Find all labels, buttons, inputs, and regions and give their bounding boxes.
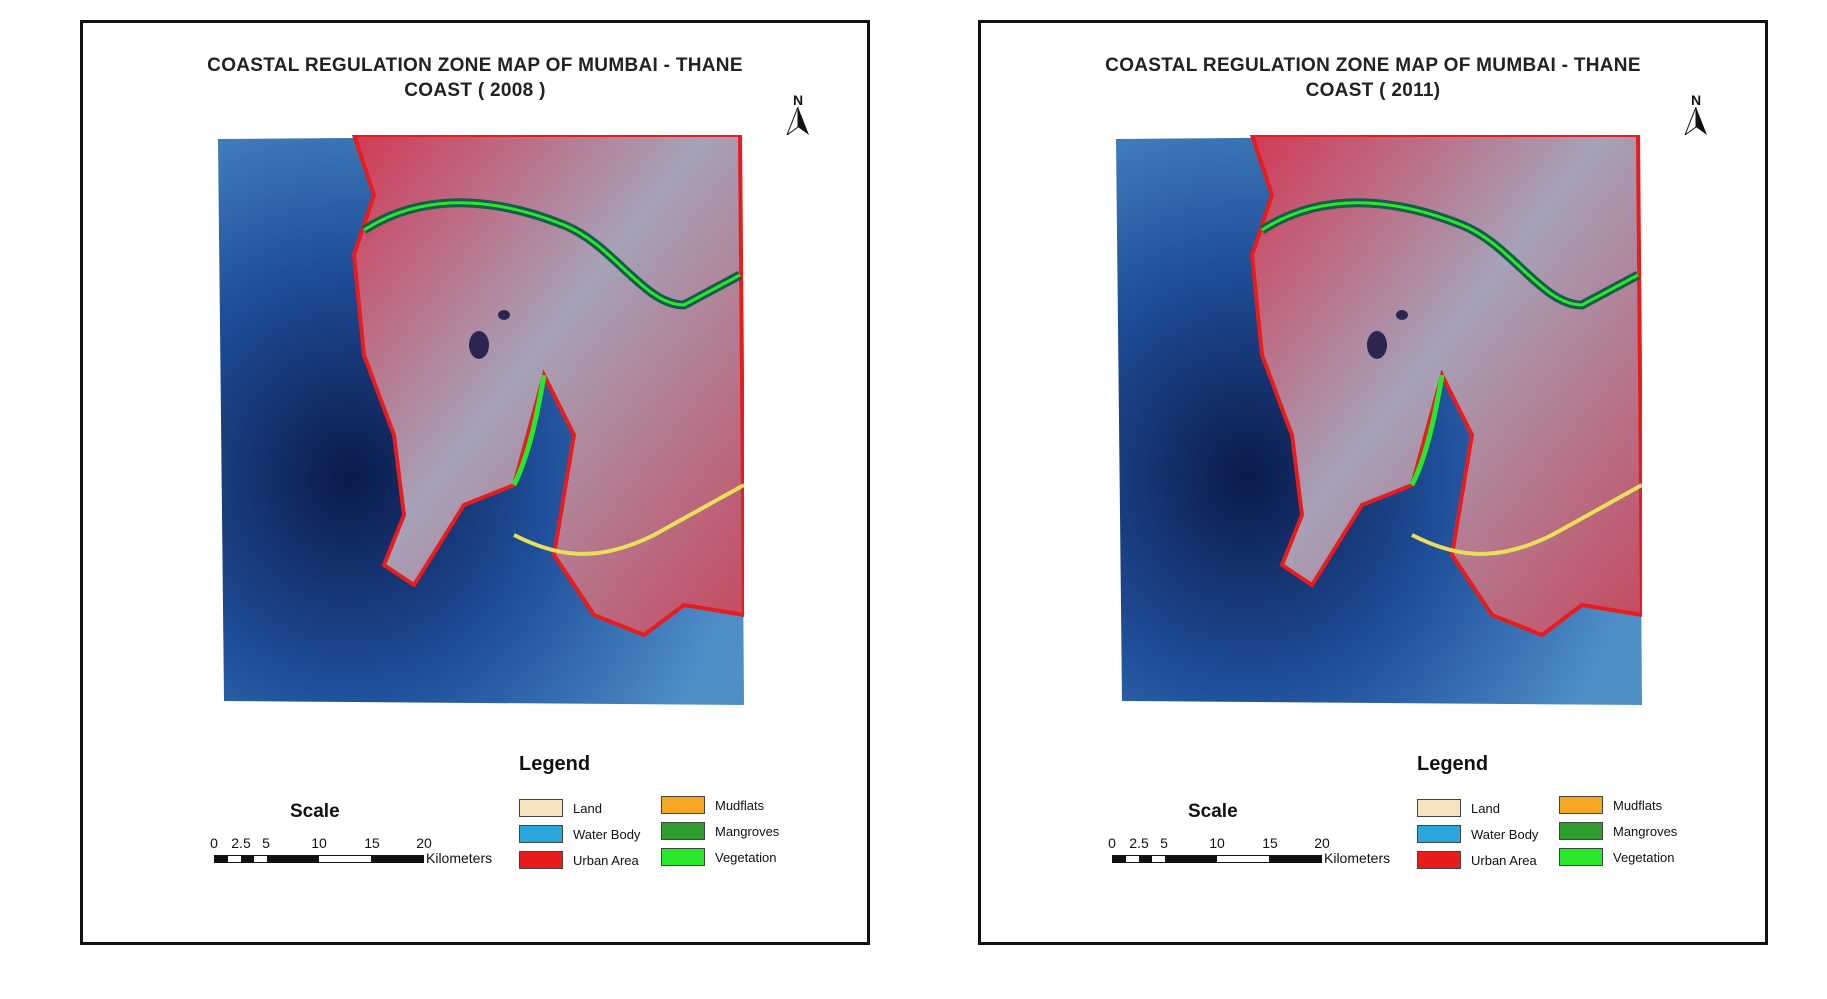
legend-label: Water Body: [1471, 826, 1539, 842]
legend-swatch: [1559, 796, 1603, 814]
scale-tick: 5: [1160, 835, 1168, 851]
satellite-map-image: [218, 135, 744, 705]
scale-tick: 20: [1314, 835, 1330, 851]
legend-label: Vegetation: [715, 849, 777, 865]
map-title: COASTAL REGULATION ZONE MAP OF MUMBAI - …: [83, 53, 867, 103]
legend-label: Land: [1471, 800, 1500, 816]
legend-swatch: [519, 851, 563, 869]
map-panel-2008: COASTAL REGULATION ZONE MAP OF MUMBAI - …: [0, 0, 900, 999]
legend-item-mangroves: Mangroves: [1559, 822, 1677, 840]
legend-swatch: [1559, 848, 1603, 866]
legend-swatch: [1417, 825, 1461, 843]
scale-tick-labels: 0 2.5 5 10 15 20: [208, 835, 448, 851]
map-title-line2: COAST ( 2011): [1305, 80, 1441, 101]
legend-label: Water Body: [573, 826, 641, 842]
scale-tick: 10: [1209, 835, 1225, 851]
scale-unit: Kilometers: [1324, 850, 1391, 866]
legend-title: Legend: [519, 753, 591, 775]
legend-title: Legend: [1417, 753, 1489, 775]
legend-label: Mudflats: [715, 797, 765, 813]
north-label: N: [792, 92, 804, 108]
map-panel-2011: COASTAL REGULATION ZONE MAP OF MUMBAI - …: [898, 0, 1798, 999]
north-label: N: [1690, 92, 1702, 108]
legend-label: Land: [573, 800, 602, 816]
scale-title: Scale: [290, 801, 340, 822]
satellite-map-image: [1116, 135, 1642, 705]
map-frame: COASTAL REGULATION ZONE MAP OF MUMBAI - …: [978, 20, 1768, 945]
legend-label: Mudflats: [1613, 797, 1663, 813]
scale-title: Scale: [1188, 801, 1238, 822]
legend-item-mudflats: Mudflats: [661, 796, 764, 814]
legend-label: Urban Area: [573, 852, 639, 868]
scale-tick: 5: [262, 835, 270, 851]
legend-swatch: [1417, 799, 1461, 817]
scale-tick: 2.5: [231, 835, 251, 851]
scale-unit: Kilometers: [426, 850, 493, 866]
legend-swatch: [1417, 851, 1461, 869]
legend-label: Urban Area: [1471, 852, 1537, 868]
legend-item-vegetation: Vegetation: [661, 848, 776, 866]
scale-tick: 15: [1262, 835, 1278, 851]
legend-swatch: [519, 799, 563, 817]
map-title: COASTAL REGULATION ZONE MAP OF MUMBAI - …: [981, 53, 1765, 103]
legend-item-water-body: Water Body: [1417, 825, 1538, 843]
legend-item-vegetation: Vegetation: [1559, 848, 1674, 866]
legend-swatch: [519, 825, 563, 843]
scale-tick: 0: [210, 835, 218, 851]
legend-swatch: [661, 796, 705, 814]
legend-item-water-body: Water Body: [519, 825, 640, 843]
legend-label: Vegetation: [1613, 849, 1675, 865]
scale-tick: 10: [311, 835, 327, 851]
map-title-line2: COAST ( 2008 ): [404, 80, 546, 101]
scale-tick: 2.5: [1129, 835, 1149, 851]
map-frame: COASTAL REGULATION ZONE MAP OF MUMBAI - …: [80, 20, 870, 945]
legend-item-mudflats: Mudflats: [1559, 796, 1662, 814]
legend-item-land: Land: [1417, 799, 1500, 817]
north-arrow-icon: N: [1681, 93, 1711, 140]
legend-item-mangroves: Mangroves: [661, 822, 779, 840]
legend-swatch: [661, 848, 705, 866]
legend-item-urban-area: Urban Area: [1417, 851, 1537, 869]
legend-item-land: Land: [519, 799, 602, 817]
scale-tick: 15: [364, 835, 380, 851]
legend-swatch: [1559, 822, 1603, 840]
legend-swatch: [661, 822, 705, 840]
map-title-line1: COASTAL REGULATION ZONE MAP OF MUMBAI - …: [1105, 55, 1641, 76]
north-arrow-icon: N: [783, 93, 813, 140]
scale-bar: [1112, 855, 1322, 863]
scale-tick: 20: [416, 835, 432, 851]
scale-tick-labels: 0 2.5 5 10 15 20: [1106, 835, 1346, 851]
legend-label: Mangroves: [715, 823, 780, 839]
scale-tick: 0: [1108, 835, 1116, 851]
legend-item-urban-area: Urban Area: [519, 851, 639, 869]
map-title-line1: COASTAL REGULATION ZONE MAP OF MUMBAI - …: [207, 55, 743, 76]
scale-bar: [214, 855, 424, 863]
legend-label: Mangroves: [1613, 823, 1678, 839]
